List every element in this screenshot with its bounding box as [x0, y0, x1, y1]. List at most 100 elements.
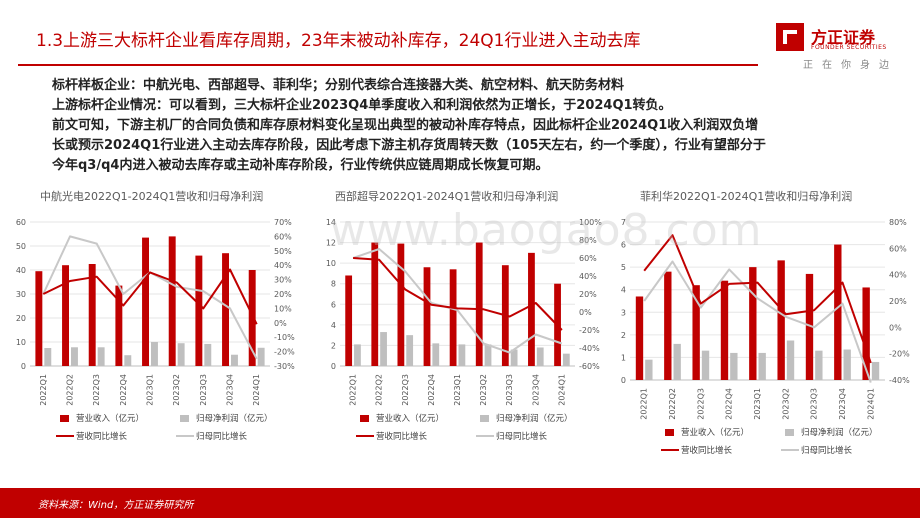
x-tick-label: 2024Q1 — [866, 388, 875, 420]
bar-profit — [71, 347, 78, 366]
y-tick-label: 6 — [621, 241, 626, 250]
bar-revenue — [528, 252, 535, 366]
y2-tick-label: 60% — [889, 244, 907, 253]
logo-mark-icon — [776, 23, 804, 51]
legend-swatch — [60, 415, 69, 422]
y2-tick-label: 70% — [274, 218, 292, 227]
bar-profit — [458, 344, 466, 366]
y-tick-label: 10 — [16, 338, 26, 347]
bar-revenue — [115, 285, 123, 366]
line-revenue-growth — [353, 257, 563, 331]
x-tick-label: 2023Q4 — [838, 388, 847, 420]
y-tick-label: 7 — [621, 218, 626, 227]
bar-profit — [177, 343, 185, 366]
y2-tick-label: 50% — [274, 247, 292, 256]
bar-profit — [701, 350, 710, 380]
y2-tick-label: -60% — [579, 362, 600, 371]
legend-label: 归母净利润（亿元） — [801, 427, 878, 438]
bar-profit — [536, 347, 544, 366]
logo-slogan: 正在你身边 — [803, 60, 898, 71]
y2-tick-label: 20% — [889, 297, 907, 306]
y-tick-label: 50 — [16, 242, 26, 251]
y2-tick-label: 40% — [274, 261, 292, 270]
bar-profit — [673, 343, 681, 380]
bar-revenue — [692, 285, 700, 380]
bar-revenue — [248, 270, 256, 366]
x-tick-label: 2023Q3 — [199, 374, 208, 406]
x-tick-label: 2022Q2 — [668, 388, 677, 420]
x-tick-label: 2023Q2 — [479, 374, 488, 406]
chart-title: 菲利华2022Q1-2024Q1营收和归母净利润 — [640, 189, 852, 203]
x-tick-label: 2023Q3 — [810, 388, 819, 420]
y-tick-label: 8 — [331, 280, 336, 289]
page-title: 1.3上游三大标杆企业看库存周期，23年末被动补库存，24Q1行业进入主动去库 — [36, 31, 641, 51]
bar-profit — [562, 353, 570, 366]
body-text: 标杆样板企业：中航光电、西部超导、菲利华；分别代表综合连接器大类、航空材料、航天… — [52, 76, 902, 176]
bar-revenue — [345, 275, 353, 366]
x-tick-label: 2023Q1 — [146, 374, 155, 406]
y2-tick-label: -30% — [274, 362, 295, 371]
legend-swatch — [785, 429, 794, 436]
bar-revenue — [862, 287, 870, 380]
y2-tick-label: 0% — [889, 323, 902, 332]
y2-tick-label: -40% — [889, 376, 910, 385]
x-tick-label: 2023Q2 — [781, 388, 790, 420]
source-note: 资料来源：Wind，方正证券研究所 — [38, 500, 194, 511]
chart-avic-optronics: 中航光电2022Q1-2024Q1营收和归母净利润 0 10 20 30 40 50 60 -3… — [16, 189, 295, 442]
x-tick-label: 2022Q2 — [66, 374, 75, 406]
y2-tick-label: 80% — [579, 236, 597, 245]
bar-profit — [786, 340, 795, 380]
bar-revenue — [805, 273, 814, 380]
x-tick-label: 2022Q3 — [696, 388, 705, 420]
y2-tick-label: 20% — [579, 290, 597, 299]
bar-profit — [645, 359, 653, 380]
bar-revenue — [749, 267, 757, 380]
legend-label: 营收同比增长 — [76, 431, 128, 442]
legend-label: 营业收入（亿元） — [76, 413, 144, 424]
legend-label: 营业收入（亿元） — [681, 427, 749, 438]
bar-revenue — [371, 242, 379, 366]
watermark: www.baogao8.com — [330, 205, 763, 256]
bar-revenue — [195, 255, 203, 366]
legend-swatch — [480, 415, 489, 422]
legend-label: 营收同比增长 — [376, 431, 428, 442]
bar-profit — [151, 342, 158, 366]
bar-profit — [815, 350, 823, 380]
chart-panel-feilihua: 菲利华2022Q1-2024Q1营收和归母净利润 0 1 2 3 4 5 6 7 -40% -20%… — [610, 182, 920, 482]
y2-tick-label: 20% — [274, 290, 292, 299]
bar-profit — [380, 332, 387, 366]
line-profit-growth — [643, 260, 872, 383]
bar-revenue — [423, 267, 431, 366]
legend-swatch — [665, 429, 674, 436]
x-tick-label: 2022Q2 — [375, 374, 384, 406]
line-profit-growth — [352, 248, 563, 354]
bar-profit — [730, 352, 738, 380]
bar-profit — [406, 335, 414, 366]
y2-tick-label: -10% — [274, 333, 295, 342]
y-tick-label: 60 — [16, 218, 26, 227]
y-tick-label: 30 — [16, 290, 26, 299]
y-tick-label: 2 — [331, 341, 336, 350]
y2-tick-label: 30% — [274, 276, 292, 285]
y2-tick-label: 60% — [274, 232, 292, 241]
y-tick-label: 2 — [621, 331, 626, 340]
y-tick-label: 4 — [621, 286, 626, 295]
y2-tick-label: -40% — [579, 344, 600, 353]
x-tick-label: 2024Q1 — [557, 374, 566, 406]
legend-label: 营收同比增长 — [681, 445, 733, 456]
x-tick-label: 2023Q1 — [453, 374, 462, 406]
bar-profit — [44, 348, 52, 366]
bar-revenue — [720, 280, 729, 380]
footer-bar: 资料来源：Wind，方正证券研究所 — [0, 488, 920, 518]
chart-feilihua: 菲利华2022Q1-2024Q1营收和归母净利润 0 1 2 3 4 5 6 7 -40% -20%… — [621, 189, 910, 456]
x-tick-label: 2023Q4 — [226, 374, 235, 406]
x-tick-label: 2022Q3 — [92, 374, 101, 406]
y-tick-label: 6 — [331, 300, 336, 309]
logo-english: FOUNDER SECURITIES — [811, 44, 887, 51]
x-tick-label: 2022Q4 — [725, 388, 734, 420]
bar-profit — [871, 361, 880, 380]
bar-profit — [257, 347, 265, 366]
x-tick-label: 2022Q1 — [640, 388, 649, 420]
x-tick-label: 2023Q1 — [753, 388, 762, 420]
brand-logo: 方正证券 FOUNDER SECURITIES 正在你身边 — [775, 22, 915, 74]
